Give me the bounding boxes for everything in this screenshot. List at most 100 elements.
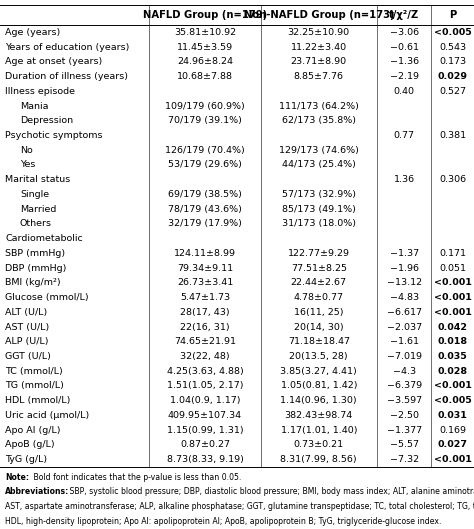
Text: Yes: Yes bbox=[20, 160, 36, 169]
Text: 62/173 (35.8%): 62/173 (35.8%) bbox=[282, 116, 356, 125]
Text: 11.45±3.59: 11.45±3.59 bbox=[177, 43, 233, 52]
Text: 0.527: 0.527 bbox=[439, 87, 466, 96]
Text: 1.36: 1.36 bbox=[393, 175, 415, 184]
Text: TyG (g/L): TyG (g/L) bbox=[5, 455, 47, 464]
Text: 71.18±18.47: 71.18±18.47 bbox=[288, 338, 350, 346]
Text: 0.87±0.27: 0.87±0.27 bbox=[180, 441, 230, 450]
Text: −2.50: −2.50 bbox=[390, 411, 419, 420]
Text: 8.31(7.99, 8.56): 8.31(7.99, 8.56) bbox=[281, 455, 357, 464]
Text: <0.005: <0.005 bbox=[434, 396, 472, 405]
Text: Glucose (mmol/L): Glucose (mmol/L) bbox=[5, 293, 89, 302]
Text: Age (years): Age (years) bbox=[5, 28, 60, 37]
Text: 0.027: 0.027 bbox=[438, 441, 468, 450]
Text: 4.25(3.63, 4.88): 4.25(3.63, 4.88) bbox=[167, 367, 243, 376]
Text: t/χ²/Z: t/χ²/Z bbox=[389, 10, 419, 20]
Text: Apo AI (g/L): Apo AI (g/L) bbox=[5, 426, 61, 435]
Text: <0.001: <0.001 bbox=[434, 308, 472, 317]
Text: 31/173 (18.0%): 31/173 (18.0%) bbox=[282, 220, 356, 229]
Text: 85/173 (49.1%): 85/173 (49.1%) bbox=[282, 205, 356, 214]
Text: Years of education (years): Years of education (years) bbox=[5, 43, 129, 52]
Text: 44/173 (25.4%): 44/173 (25.4%) bbox=[282, 160, 356, 169]
Text: 22.44±2.67: 22.44±2.67 bbox=[291, 278, 347, 287]
Text: <0.005: <0.005 bbox=[434, 28, 472, 37]
Text: −1.61: −1.61 bbox=[390, 338, 419, 346]
Text: Non-NAFLD Group (n=173): Non-NAFLD Group (n=173) bbox=[244, 10, 394, 20]
Text: Bold font indicates that the p-value is less than 0.05.: Bold font indicates that the p-value is … bbox=[31, 473, 242, 482]
Text: TG (mmol/L): TG (mmol/L) bbox=[5, 381, 64, 390]
Text: GGT (U/L): GGT (U/L) bbox=[5, 352, 51, 361]
Text: 8.85±7.76: 8.85±7.76 bbox=[294, 72, 344, 81]
Text: 4.78±0.77: 4.78±0.77 bbox=[294, 293, 344, 302]
Text: 10.68±7.88: 10.68±7.88 bbox=[177, 72, 233, 81]
Text: 0.173: 0.173 bbox=[439, 57, 466, 66]
Text: −5.57: −5.57 bbox=[390, 441, 419, 450]
Text: 0.73±0.21: 0.73±0.21 bbox=[294, 441, 344, 450]
Text: 24.96±8.24: 24.96±8.24 bbox=[177, 57, 233, 66]
Text: 1.15(0.99, 1.31): 1.15(0.99, 1.31) bbox=[167, 426, 243, 435]
Text: −4.83: −4.83 bbox=[390, 293, 419, 302]
Text: Others: Others bbox=[20, 220, 52, 229]
Text: 77.51±8.25: 77.51±8.25 bbox=[291, 263, 347, 272]
Text: Uric acid (μmol/L): Uric acid (μmol/L) bbox=[5, 411, 89, 420]
Text: 0.381: 0.381 bbox=[439, 131, 466, 140]
Text: DBP (mmHg): DBP (mmHg) bbox=[5, 263, 66, 272]
Text: 0.40: 0.40 bbox=[393, 87, 415, 96]
Text: 0.77: 0.77 bbox=[393, 131, 415, 140]
Text: SBP (mmHg): SBP (mmHg) bbox=[5, 249, 65, 258]
Text: 1.51(1.05, 2.17): 1.51(1.05, 2.17) bbox=[167, 381, 243, 390]
Text: BMI (kg/m²): BMI (kg/m²) bbox=[5, 278, 61, 287]
Text: 0.031: 0.031 bbox=[438, 411, 468, 420]
Text: HDL (mmol/L): HDL (mmol/L) bbox=[5, 396, 70, 405]
Text: Abbreviations:: Abbreviations: bbox=[5, 488, 69, 497]
Text: AST, aspartate aminotransferase; ALP, alkaline phosphatase; GGT, glutamine trans: AST, aspartate aminotransferase; ALP, al… bbox=[5, 502, 474, 511]
Text: Psychotic symptoms: Psychotic symptoms bbox=[5, 131, 102, 140]
Text: 28(17, 43): 28(17, 43) bbox=[180, 308, 230, 317]
Text: −4.3: −4.3 bbox=[392, 367, 416, 376]
Text: ApoB (g/L): ApoB (g/L) bbox=[5, 441, 55, 450]
Text: 109/179 (60.9%): 109/179 (60.9%) bbox=[165, 102, 245, 111]
Text: 0.306: 0.306 bbox=[439, 175, 466, 184]
Text: 78/179 (43.6%): 78/179 (43.6%) bbox=[168, 205, 242, 214]
Text: 1.14(0.96, 1.30): 1.14(0.96, 1.30) bbox=[281, 396, 357, 405]
Text: 409.95±107.34: 409.95±107.34 bbox=[168, 411, 242, 420]
Text: ALT (U/L): ALT (U/L) bbox=[5, 308, 47, 317]
Text: 32.25±10.90: 32.25±10.90 bbox=[288, 28, 350, 37]
Text: P: P bbox=[449, 10, 456, 20]
Text: 0.042: 0.042 bbox=[438, 323, 468, 332]
Text: −3.06: −3.06 bbox=[390, 28, 419, 37]
Text: −13.12: −13.12 bbox=[386, 278, 422, 287]
Text: −1.37: −1.37 bbox=[390, 249, 419, 258]
Text: Illness episode: Illness episode bbox=[5, 87, 75, 96]
Text: No: No bbox=[20, 145, 33, 155]
Text: 0.169: 0.169 bbox=[439, 426, 466, 435]
Text: NAFLD Group (n=179): NAFLD Group (n=179) bbox=[143, 10, 267, 20]
Text: ALP (U/L): ALP (U/L) bbox=[5, 338, 48, 346]
Text: −7.32: −7.32 bbox=[390, 455, 419, 464]
Text: <0.001: <0.001 bbox=[434, 455, 472, 464]
Text: 69/179 (38.5%): 69/179 (38.5%) bbox=[168, 190, 242, 199]
Text: 1.05(0.81, 1.42): 1.05(0.81, 1.42) bbox=[281, 381, 357, 390]
Text: Mania: Mania bbox=[20, 102, 48, 111]
Text: Duration of illness (years): Duration of illness (years) bbox=[5, 72, 128, 81]
Text: Age at onset (years): Age at onset (years) bbox=[5, 57, 102, 66]
Text: 0.035: 0.035 bbox=[438, 352, 467, 361]
Text: TC (mmol/L): TC (mmol/L) bbox=[5, 367, 63, 376]
Text: 26.73±3.41: 26.73±3.41 bbox=[177, 278, 233, 287]
Text: SBP, systolic blood pressure; DBP, diastolic blood pressure; BMI, body mass inde: SBP, systolic blood pressure; DBP, diast… bbox=[67, 488, 474, 497]
Text: 8.73(8.33, 9.19): 8.73(8.33, 9.19) bbox=[166, 455, 244, 464]
Text: 1.17(1.01, 1.40): 1.17(1.01, 1.40) bbox=[281, 426, 357, 435]
Text: HDL, high-density lipoprotein; Apo AI: apolipoprotein AI; ApoB, apolipoprotein B: HDL, high-density lipoprotein; Apo AI: a… bbox=[5, 516, 441, 525]
Text: 111/173 (64.2%): 111/173 (64.2%) bbox=[279, 102, 359, 111]
Text: −2.19: −2.19 bbox=[390, 72, 419, 81]
Text: 0.051: 0.051 bbox=[439, 263, 466, 272]
Text: 32/179 (17.9%): 32/179 (17.9%) bbox=[168, 220, 242, 229]
Text: <0.001: <0.001 bbox=[434, 293, 472, 302]
Text: 0.029: 0.029 bbox=[438, 72, 468, 81]
Text: 74.65±21.91: 74.65±21.91 bbox=[174, 338, 236, 346]
Text: Note:: Note: bbox=[5, 473, 29, 482]
Text: <0.001: <0.001 bbox=[434, 278, 472, 287]
Text: 124.11±8.99: 124.11±8.99 bbox=[174, 249, 236, 258]
Text: 129/173 (74.6%): 129/173 (74.6%) bbox=[279, 145, 359, 155]
Text: −0.61: −0.61 bbox=[390, 43, 419, 52]
Text: −1.377: −1.377 bbox=[386, 426, 422, 435]
